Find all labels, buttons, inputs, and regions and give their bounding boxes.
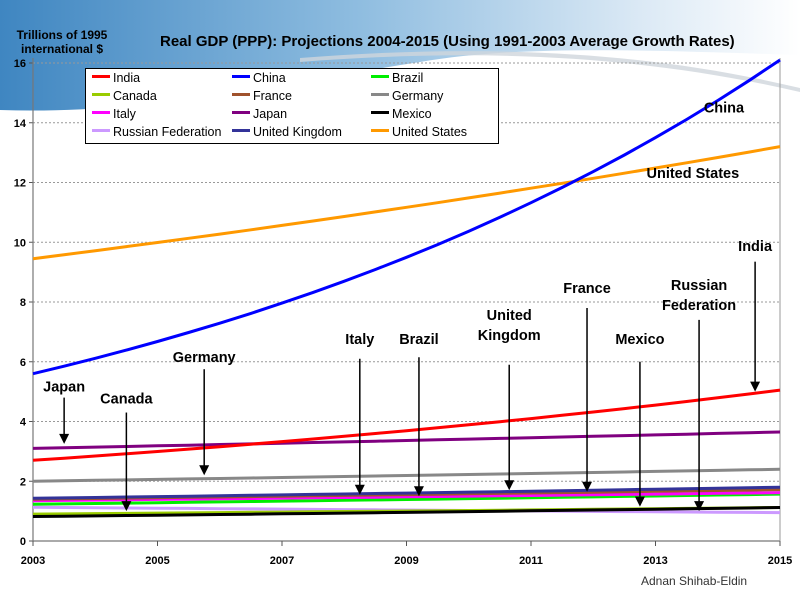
arrowhead-icon xyxy=(199,465,210,476)
legend-label: Brazil xyxy=(392,71,424,85)
annotation-label-china: China xyxy=(704,100,745,116)
legend-label: China xyxy=(253,71,286,85)
legend-swatch xyxy=(232,111,250,115)
legend-swatch xyxy=(92,111,110,115)
y-tick-label: 12 xyxy=(14,178,26,190)
y-axis-label: Trillions of 1995 international $ xyxy=(12,28,112,56)
legend-item-france: France xyxy=(232,87,292,105)
legend-item-mexico: Mexico xyxy=(371,105,432,123)
annotation-label-russian-federation: Russian xyxy=(671,278,727,294)
y-tick-label: 14 xyxy=(14,118,27,130)
legend-swatch xyxy=(92,75,110,79)
annotation-label-united states: United States xyxy=(647,166,740,182)
y-axis-label-line1: Trillions of 1995 xyxy=(16,28,108,42)
annotation-label-united-kingdom: Kingdom xyxy=(478,328,541,344)
y-axis-label-line2: international $ xyxy=(20,42,103,56)
annotation-label-brazil: Brazil xyxy=(399,332,439,348)
annotation-label-france: France xyxy=(563,281,611,297)
swoosh-highlight xyxy=(300,51,800,92)
y-tick-label: 0 xyxy=(20,536,26,548)
series-line-united-states xyxy=(32,145,781,261)
legend-swatch xyxy=(232,75,250,79)
series-line-china xyxy=(32,58,781,376)
annotation-label-united-kingdom: United xyxy=(487,308,532,324)
series-line-india xyxy=(32,388,781,462)
chart-title: Real GDP (PPP): Projections 2004-2015 (U… xyxy=(160,33,735,50)
annotation-label-canada: Canada xyxy=(100,392,153,408)
annotation-label-russian-federation: Federation xyxy=(662,298,736,314)
legend-label: France xyxy=(253,89,292,103)
legend-label: India xyxy=(113,71,141,85)
arrowhead-icon xyxy=(121,501,132,512)
legend-item-italy: Italy xyxy=(92,105,136,123)
legend-label: United States xyxy=(392,125,468,139)
legend-item-japan: Japan xyxy=(232,105,287,123)
arrowhead-icon xyxy=(413,486,424,497)
legend-swatch xyxy=(371,75,389,79)
legend: India China Brazil Canada France Germany Italy… xyxy=(85,68,499,144)
legend-swatch xyxy=(232,129,250,133)
arrowhead-icon xyxy=(694,501,705,512)
legend-swatch xyxy=(371,93,389,97)
x-tick-label: 2011 xyxy=(519,555,543,567)
legend-item-germany: Germany xyxy=(371,87,443,105)
legend-swatch xyxy=(232,93,250,97)
legend-item-canada: Canada xyxy=(92,87,157,105)
author-credit: Adnan Shihab-Eldin xyxy=(641,574,748,588)
legend-item-china: China xyxy=(232,69,286,87)
y-tick-label: 4 xyxy=(20,417,27,429)
y-tick-label: 6 xyxy=(20,357,26,369)
arrowhead-icon xyxy=(354,484,365,495)
x-tick-label: 2009 xyxy=(394,555,418,567)
legend-label: Japan xyxy=(253,107,288,121)
legend-label: Canada xyxy=(113,89,157,103)
y-tick-label: 8 xyxy=(20,297,26,309)
annotation-label-japan: Japan xyxy=(43,380,85,396)
x-tick-label: 2003 xyxy=(21,555,45,567)
arrowhead-icon xyxy=(634,496,645,507)
series-line-brazil xyxy=(32,492,781,506)
legend-label: Italy xyxy=(113,107,136,121)
series-line-mexico xyxy=(32,506,781,518)
arrowhead-icon xyxy=(59,433,70,444)
legend-label: United Kingdom xyxy=(253,125,342,139)
legend-swatch xyxy=(371,129,389,133)
annotation-label-india: India xyxy=(738,239,773,255)
annotation-label-italy: Italy xyxy=(345,332,374,348)
y-tick-label: 10 xyxy=(14,237,26,249)
arrowhead-icon xyxy=(750,381,761,392)
arrowhead-icon xyxy=(582,481,593,492)
x-tick-label: 2013 xyxy=(643,555,667,567)
annotation-label-germany: Germany xyxy=(173,350,236,366)
legend-label: Germany xyxy=(392,89,444,103)
legend-swatch xyxy=(92,129,110,133)
legend-item-russian-federation: Russian Federation xyxy=(92,123,221,141)
annotation-label-mexico: Mexico xyxy=(615,332,664,348)
series-line-united-kingdom xyxy=(32,485,781,500)
x-tick-label: 2015 xyxy=(768,555,792,567)
legend-swatch xyxy=(371,111,389,115)
series-line-germany xyxy=(32,467,781,483)
arrowhead-icon xyxy=(504,480,515,491)
legend-label: Russian Federation xyxy=(113,125,222,139)
x-tick-label: 2007 xyxy=(270,555,294,567)
y-tick-label: 2 xyxy=(20,476,26,488)
y-tick-label: 16 xyxy=(14,58,26,70)
legend-item-brazil: Brazil xyxy=(371,69,423,87)
series-line-japan xyxy=(32,430,781,450)
x-tick-label: 2005 xyxy=(145,555,169,567)
legend-item-united-kingdom: United Kingdom xyxy=(232,123,342,141)
legend-item-united-states: United States xyxy=(371,123,467,141)
legend-label: Mexico xyxy=(392,107,432,121)
series-line-italy xyxy=(32,491,781,503)
legend-swatch xyxy=(92,93,110,97)
legend-item-india: India xyxy=(92,69,140,87)
